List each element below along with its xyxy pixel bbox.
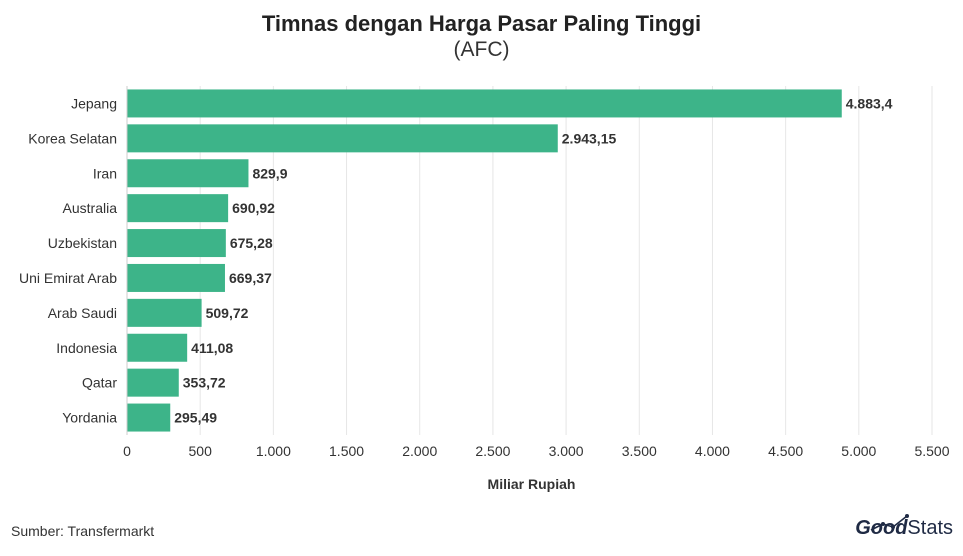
chart-title: Timnas dengan Harga Pasar Paling Tinggi — [261, 11, 702, 36]
category-label: Australia — [63, 200, 118, 216]
value-label: 2.943,15 — [562, 130, 617, 146]
x-tick-label: 4.000 — [695, 443, 730, 459]
category-label: Uzbekistan — [48, 235, 117, 251]
x-tick-label: 2.500 — [475, 443, 510, 459]
value-label: 4.883,4 — [846, 95, 893, 111]
x-tick-label: 0 — [123, 443, 131, 459]
bar — [127, 159, 249, 188]
category-label: Jepang — [71, 95, 117, 111]
goodstats-logo-icon — [870, 514, 909, 531]
value-label: 829,9 — [252, 165, 287, 181]
bar — [127, 368, 179, 397]
category-label: Yordania — [62, 410, 117, 426]
x-tick-label: 2.000 — [402, 443, 437, 459]
x-tick-label: 500 — [189, 443, 213, 459]
x-tick-label: 5.500 — [914, 443, 949, 459]
bar — [127, 124, 558, 153]
bar — [127, 194, 229, 223]
category-label: Indonesia — [56, 340, 117, 356]
chart-subtitle: (AFC) — [453, 38, 510, 61]
category-label: Arab Saudi — [48, 305, 117, 321]
x-tick-label: 4.500 — [768, 443, 803, 459]
logo-text-good: Good — [855, 517, 908, 539]
bar — [127, 298, 202, 327]
goodstats-logo: GoodStats — [855, 517, 953, 540]
x-tick-label: 1.500 — [329, 443, 364, 459]
category-label: Qatar — [82, 375, 117, 391]
logo-text-stats: Stats — [907, 517, 953, 539]
bar — [127, 89, 842, 118]
bar — [127, 333, 188, 362]
value-label: 690,92 — [232, 200, 275, 216]
value-label: 295,49 — [174, 410, 217, 426]
x-tick-label: 3.000 — [549, 443, 584, 459]
category-label: Uni Emirat Arab — [19, 270, 117, 286]
value-label: 669,37 — [229, 270, 272, 286]
bar — [127, 403, 171, 432]
bar — [127, 229, 226, 258]
value-label: 509,72 — [206, 305, 249, 321]
value-label: 675,28 — [230, 235, 273, 251]
x-tick-label: 3.500 — [622, 443, 657, 459]
category-label: Korea Selatan — [28, 130, 117, 146]
value-label: 411,08 — [191, 340, 233, 356]
value-label: 353,72 — [183, 375, 226, 391]
x-tick-label: 5.000 — [841, 443, 876, 459]
category-label: Iran — [93, 165, 117, 181]
x-tick-label: 1.000 — [256, 443, 291, 459]
x-axis-title: Miliar Rupiah — [488, 476, 576, 492]
bar — [127, 263, 225, 292]
source-note: Sumber: Transfermarkt — [11, 523, 155, 539]
